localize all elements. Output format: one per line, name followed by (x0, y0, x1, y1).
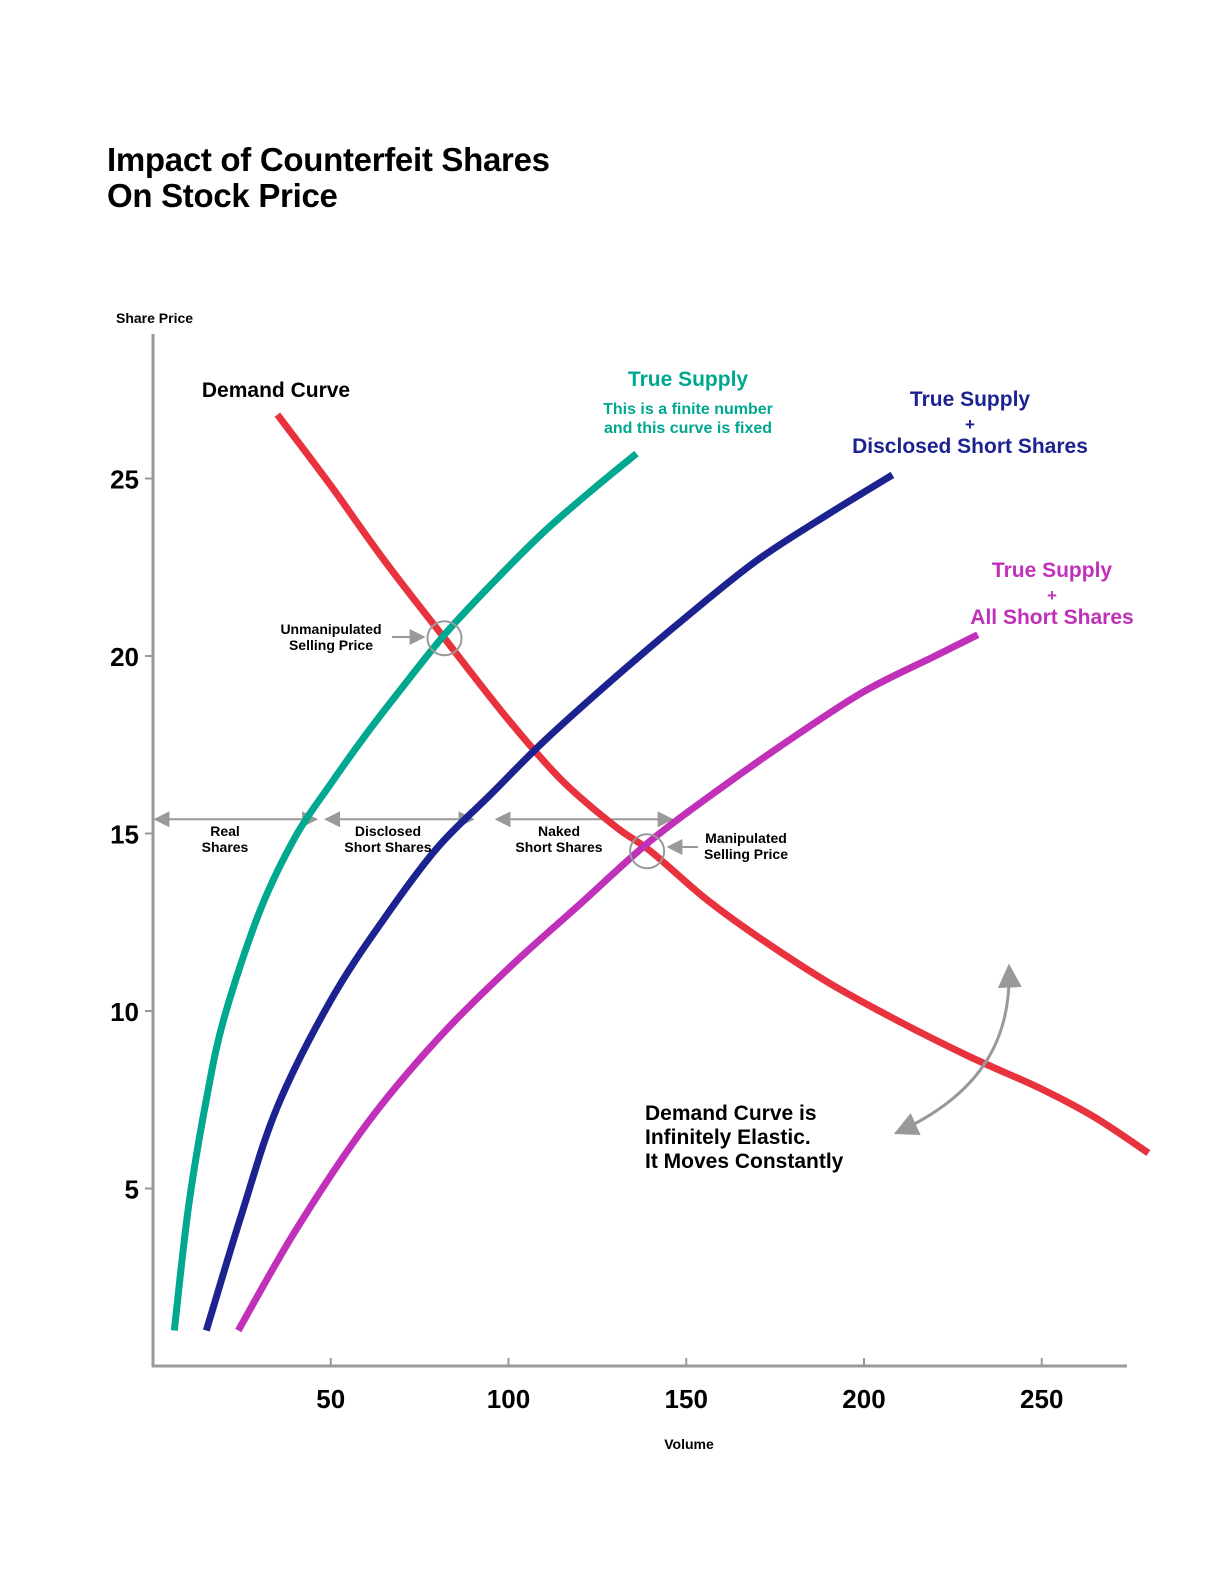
legend-demand-curve: Demand Curve (202, 379, 350, 402)
curved-double-arrow (893, 963, 1022, 1136)
unmanipulated-label-line-2: Selling Price (289, 637, 373, 653)
elasticity-note-line-1: Demand Curve is (645, 1102, 817, 1125)
legend-all-short-line-1: True Supply (992, 559, 1113, 582)
y-tick-label-15: 15 (110, 820, 139, 850)
chart-title-line-1: Impact of Counterfeit Shares (107, 141, 550, 178)
chart-title: Impact of Counterfeit Shares On Stock Pr… (107, 142, 550, 214)
legend-true-supply-note-2: and this curve is fixed (604, 420, 772, 437)
manipulated-label-line-1: Manipulated (705, 830, 787, 846)
unmanipulated-label-line-1: Unmanipulated (280, 621, 381, 637)
legend-all-short-line-2: + (1047, 586, 1057, 605)
legend-true-supply: True Supply (628, 368, 749, 391)
axis-ticks: 50 100 150 200 250 5 10 15 20 25 (110, 465, 1063, 1415)
chart-series (170, 412, 1151, 1333)
y-tick-label-10: 10 (110, 997, 139, 1027)
y-tick-label-5: 5 (125, 1175, 139, 1205)
x-tick-label-250: 250 (1020, 1384, 1063, 1414)
legend-true-supply-note-1: This is a finite number (603, 401, 773, 418)
legend-all-short-line-3: All Short Shares (970, 606, 1133, 629)
span-disclosed-label-2: Short Shares (344, 839, 431, 855)
manipulated-label-line-2: Selling Price (704, 846, 788, 862)
x-tick-label-150: 150 (665, 1384, 708, 1414)
y-tick-label-20: 20 (110, 642, 139, 672)
legend-disclosed-line-2: + (965, 415, 975, 434)
span-naked-label-1: Naked (538, 823, 580, 839)
span-naked-label-2: Short Shares (515, 839, 602, 855)
legend-disclosed-line-3: Disclosed Short Shares (852, 435, 1088, 458)
series-line-demand-curve (274, 412, 1151, 1156)
span-real-label-2: Shares (202, 839, 249, 855)
elasticity-note-line-3: It Moves Constantly (645, 1150, 844, 1173)
x-axis-label: Volume (664, 1436, 714, 1452)
y-axis-label: Share Price (116, 310, 193, 326)
series-line-true-supply-all-short-shares (235, 631, 980, 1333)
elasticity-note-line-2: Infinitely Elastic. (645, 1126, 811, 1149)
span-disclosed-label-1: Disclosed (355, 823, 421, 839)
intersection-circle-2 (629, 833, 666, 870)
intersection-circle-1 (426, 620, 463, 657)
series-line-true-supply-disclosed-short-shares (202, 471, 895, 1332)
series-line-true-supply (170, 450, 639, 1331)
legend-disclosed-line-1: True Supply (910, 388, 1031, 411)
x-tick-label-200: 200 (842, 1384, 885, 1414)
y-tick-label-25: 25 (110, 465, 139, 495)
span-real-label-1: Real (210, 823, 240, 839)
x-tick-label-50: 50 (316, 1384, 345, 1414)
x-tick-label-100: 100 (487, 1384, 530, 1414)
intersection-markers (426, 620, 666, 870)
chart-title-line-2: On Stock Price (107, 177, 338, 214)
